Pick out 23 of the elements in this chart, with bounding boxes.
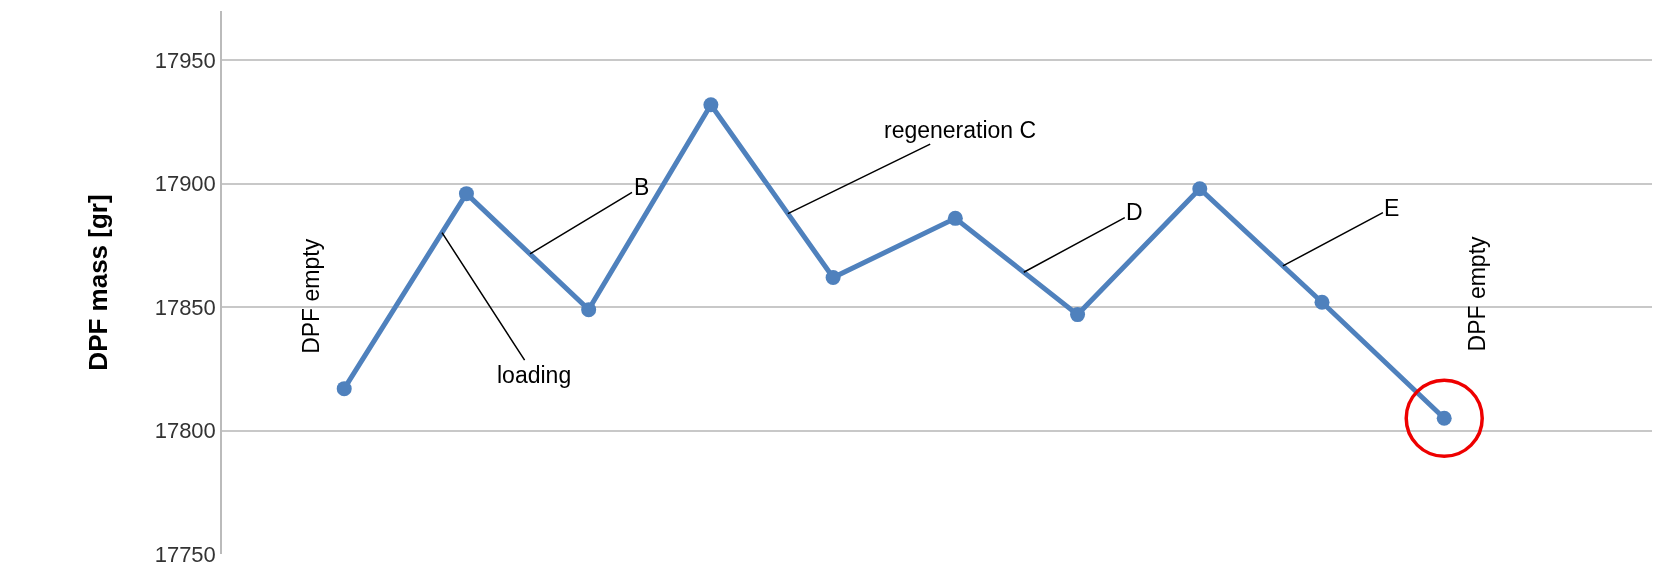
point [336, 381, 352, 397]
point [1192, 181, 1208, 197]
point [458, 186, 474, 202]
y-tick-label: 17750 [154, 541, 216, 567]
point [581, 302, 597, 318]
point [1436, 410, 1452, 426]
annotation: regeneration C [884, 117, 1037, 143]
point [947, 210, 963, 226]
annotation: D [1126, 199, 1143, 225]
point [825, 270, 841, 286]
y-tick-label: 17950 [154, 48, 216, 74]
annotation: DPF empty [297, 238, 324, 354]
annotation: loading [497, 362, 572, 388]
annotation: E [1384, 195, 1400, 221]
y-tick-label: 17800 [154, 418, 216, 444]
point [1070, 307, 1086, 323]
point [1314, 294, 1330, 310]
point [703, 97, 719, 113]
annotation: DPF empty [1463, 235, 1490, 352]
annotation: B [634, 174, 650, 200]
y-tick-label: 17850 [154, 294, 216, 320]
y-tick-label: 17900 [154, 171, 216, 197]
y-axis-title: DPF mass [gr] [82, 194, 113, 371]
